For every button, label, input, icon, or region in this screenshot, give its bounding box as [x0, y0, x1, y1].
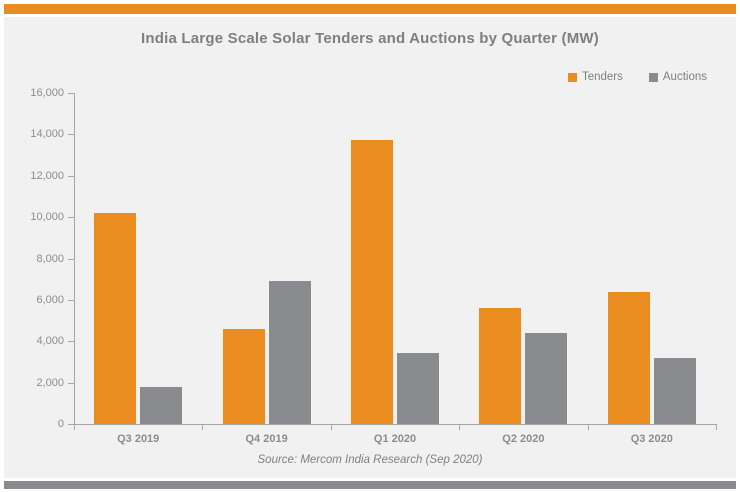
source-caption: Source: Mercom India Research (Sep 2020): [257, 454, 483, 466]
legend-item-auctions: Auctions: [648, 71, 707, 83]
y-axis-tick-label: 0: [57, 418, 64, 430]
legend-item-tenders: Tenders: [567, 71, 623, 83]
bottom-accent-bar: [4, 481, 736, 489]
tenders-swatch-icon: [567, 72, 577, 82]
bar-group-q4-2019: [202, 93, 330, 424]
tenders-bar-q2-2020: [479, 308, 522, 424]
auctions-bar-q3-2020: [653, 358, 696, 424]
legend-label-auctions: Auctions: [662, 71, 707, 83]
x-axis-tick: [587, 424, 589, 430]
y-axis-tick: [68, 217, 74, 219]
tenders-bar-q3-2019: [94, 213, 137, 424]
x-axis-category-label: Q3 2020: [630, 433, 673, 445]
x-axis-tick: [459, 424, 461, 430]
y-axis-line: [74, 93, 75, 430]
y-axis-tick-label: 8,000: [36, 252, 64, 265]
y-axis-tick: [68, 93, 74, 94]
legend-label-tenders: Tenders: [581, 71, 623, 83]
y-axis-tick-label: 2,000: [36, 376, 64, 389]
chart-title: India Large Scale Solar Tenders and Auct…: [141, 30, 599, 47]
x-axis-tick: [330, 424, 332, 430]
y-axis-tick: [68, 341, 74, 343]
bar-group-q1-2020: [331, 93, 459, 424]
x-axis-tick: [716, 424, 717, 430]
y-axis-tick: [68, 175, 74, 177]
tenders-bar-q4-2019: [222, 329, 265, 424]
legend: Tenders Auctions: [567, 71, 707, 83]
bar-group-q2-2020: [459, 93, 587, 424]
x-axis-line: [74, 424, 717, 425]
x-axis-category-label: Q4 2019: [245, 433, 288, 445]
y-axis-tick-label: 4,000: [36, 335, 64, 348]
y-axis-tick-label: 14,000: [30, 128, 64, 141]
bar-group-q3-2020: [588, 93, 716, 424]
auctions-bar-q1-2020: [396, 353, 439, 424]
y-axis-tick: [68, 299, 74, 301]
auctions-bar-q4-2019: [268, 281, 311, 424]
x-axis-tick: [74, 424, 75, 430]
y-axis-tick-label: 16,000: [30, 87, 64, 99]
x-axis-category-label: Q1 2020: [373, 433, 417, 445]
y-axis-tick: [68, 258, 74, 260]
top-accent-bar: [4, 4, 736, 14]
x-axis-category-label: Q3 2019: [117, 433, 160, 445]
y-axis-tick: [68, 424, 74, 425]
x-axis-category-label: Q2 2020: [502, 433, 545, 445]
auctions-bar-q3-2019: [140, 387, 183, 424]
tenders-bar-q1-2020: [350, 140, 393, 424]
bar-group-q3-2019: [74, 93, 202, 424]
tenders-bar-q3-2020: [607, 292, 650, 424]
plot-area: 0 2,000 4,000 6,000 8,000 10,000 12,000 14,000 1…: [30, 87, 717, 445]
y-axis-tick-label: 6,000: [36, 293, 64, 306]
auctions-swatch-icon: [648, 72, 658, 82]
y-axis-tick: [68, 382, 74, 384]
auctions-bar-q2-2020: [525, 333, 568, 424]
y-axis-tick-label: 10,000: [30, 211, 64, 224]
y-axis-tick-label: 12,000: [30, 169, 64, 182]
x-axis-tick: [202, 424, 204, 430]
y-axis-tick: [68, 134, 74, 136]
